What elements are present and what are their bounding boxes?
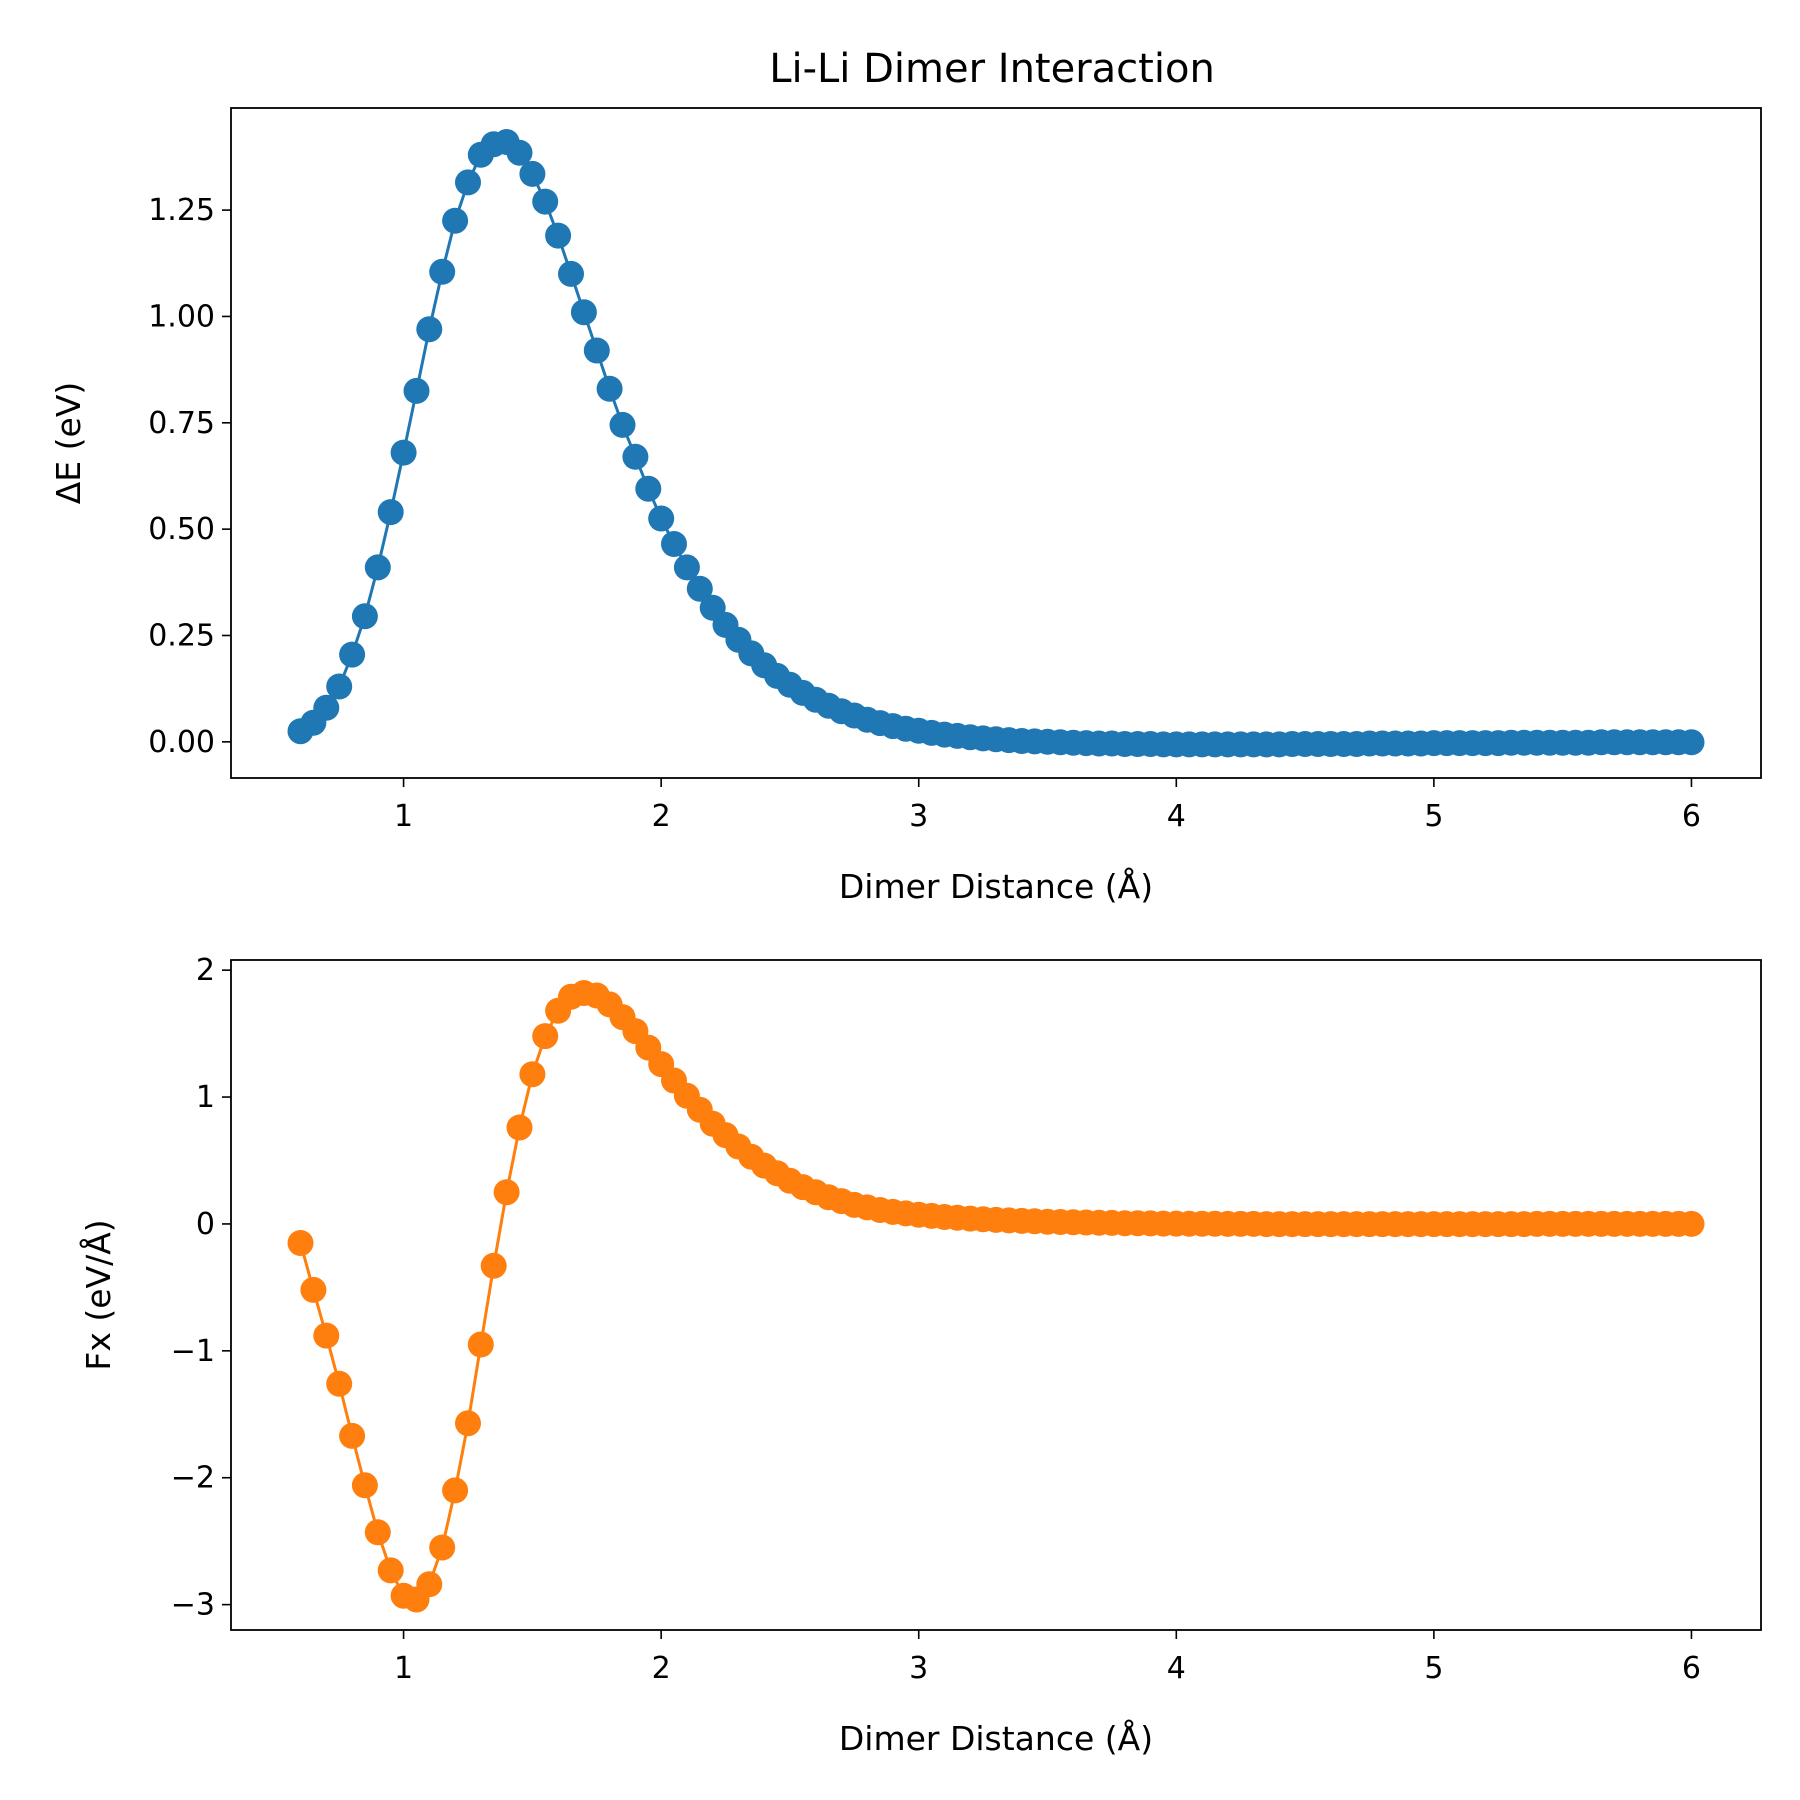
energy-y-tick-label: 0.50: [148, 512, 215, 547]
force-data-point: [300, 1276, 327, 1303]
force-data-point: [467, 1331, 494, 1358]
energy-data-point: [442, 207, 469, 234]
force-data-point: [480, 1252, 507, 1279]
energy-y-tick-label: 0.00: [148, 725, 215, 760]
energy-data-point: [377, 499, 404, 526]
force-x-ticks: 1 2 3 4 5 6: [394, 1630, 1701, 1686]
energy-x-ticks: 1 2 3 4 5 6: [394, 778, 1701, 834]
force-data-point: [442, 1477, 469, 1504]
energy-x-axis-label: Dimer Distance (Å): [839, 866, 1153, 906]
energy-y-tick-label: 0.25: [148, 618, 215, 653]
force-data-point: [287, 1230, 314, 1256]
force-data-point: [429, 1534, 456, 1561]
energy-data-point: [558, 260, 584, 287]
force-data-point: [493, 1179, 520, 1206]
energy-data-point: [545, 222, 572, 249]
force-y-tick-label: 0: [196, 1207, 215, 1242]
energy-data-point: [364, 554, 391, 581]
energy-y-axis-label: ΔE (eV): [49, 382, 88, 505]
energy-panel: 1 2 3 4 5 6 0.00 0.25 0.50 0.75 1.00 1.25 Dimer Di…: [49, 107, 1762, 906]
force-data-point: [519, 1061, 546, 1088]
force-y-tick-label: 1: [196, 1080, 215, 1115]
force-x-tick-label: 1: [394, 1651, 413, 1686]
energy-y-tick-label: 1.00: [148, 299, 215, 334]
force-y-tick-label: −1: [171, 1334, 215, 1369]
chart-title: Li-Li Dimer Interaction: [769, 46, 1215, 92]
force-x-tick-label: 6: [1682, 1651, 1701, 1686]
force-x-tick-label: 4: [1167, 1651, 1186, 1686]
energy-data-point: [313, 694, 340, 721]
energy-x-tick-label: 6: [1682, 799, 1701, 834]
energy-data-point: [532, 188, 559, 215]
force-data-point: [339, 1422, 366, 1449]
force-y-tick-label: 2: [196, 953, 215, 988]
force-data-point: [506, 1114, 533, 1141]
energy-data-point: [609, 411, 636, 438]
force-data-point: [1678, 1210, 1705, 1237]
energy-y-tick-label: 0.75: [148, 406, 215, 441]
energy-y-tick-label: 1.25: [148, 193, 215, 228]
force-panel: 1 2 3 4 5 6 −3 −2 −1 0 1 2 Dimer Distance (Å) Fx (…: [78, 953, 1762, 1758]
force-data-point: [326, 1370, 353, 1397]
energy-data-point: [635, 475, 662, 502]
energy-x-tick-label: 5: [1424, 799, 1443, 834]
energy-x-tick-label: 4: [1167, 799, 1186, 834]
force-x-tick-label: 5: [1424, 1651, 1443, 1686]
energy-data-point: [673, 554, 700, 581]
force-data-point: [455, 1410, 481, 1437]
energy-data-point: [455, 169, 481, 196]
force-y-tick-label: −2: [171, 1461, 215, 1496]
energy-data-point: [326, 673, 353, 700]
energy-plot-marks: [287, 129, 1705, 758]
force-x-tick-label: 2: [652, 1651, 671, 1686]
energy-data-point: [583, 337, 610, 364]
energy-data-point: [686, 575, 713, 602]
energy-data-point: [622, 443, 649, 470]
force-y-tick-label: −3: [171, 1588, 215, 1623]
energy-data-point: [416, 316, 443, 343]
energy-data-point: [339, 641, 366, 668]
energy-data-point: [390, 439, 417, 466]
energy-data-point: [506, 139, 533, 166]
energy-x-tick-label: 2: [652, 799, 671, 834]
energy-data-point: [661, 531, 687, 557]
force-y-ticks: −3 −2 −1 0 1 2: [171, 953, 231, 1623]
energy-data-point: [570, 299, 597, 326]
energy-x-tick-label: 3: [909, 799, 928, 834]
energy-data-point: [351, 603, 378, 630]
energy-data-point: [596, 375, 623, 402]
energy-data-point: [429, 258, 456, 285]
force-data-point: [416, 1571, 443, 1598]
force-x-tick-label: 3: [909, 1651, 928, 1686]
force-axes-frame: [230, 959, 1762, 1631]
force-data-point: [351, 1472, 378, 1499]
force-data-point: [364, 1519, 391, 1546]
energy-x-tick-label: 1: [394, 799, 413, 834]
force-data-point: [313, 1322, 340, 1349]
energy-data-point: [1678, 729, 1705, 756]
force-plot-marks: [287, 980, 1705, 1613]
energy-axes-frame: [230, 107, 1762, 779]
force-y-axis-label: Fx (eV/Å): [78, 1219, 118, 1370]
energy-y-ticks: 0.00 0.25 0.50 0.75 1.00 1.25: [148, 193, 231, 760]
force-x-axis-label: Dimer Distance (Å): [839, 1718, 1153, 1758]
energy-data-point: [519, 160, 546, 187]
energy-data-point: [403, 377, 430, 404]
force-data-point: [377, 1557, 404, 1584]
energy-data-point: [648, 505, 675, 532]
force-data-point: [532, 1023, 559, 1050]
